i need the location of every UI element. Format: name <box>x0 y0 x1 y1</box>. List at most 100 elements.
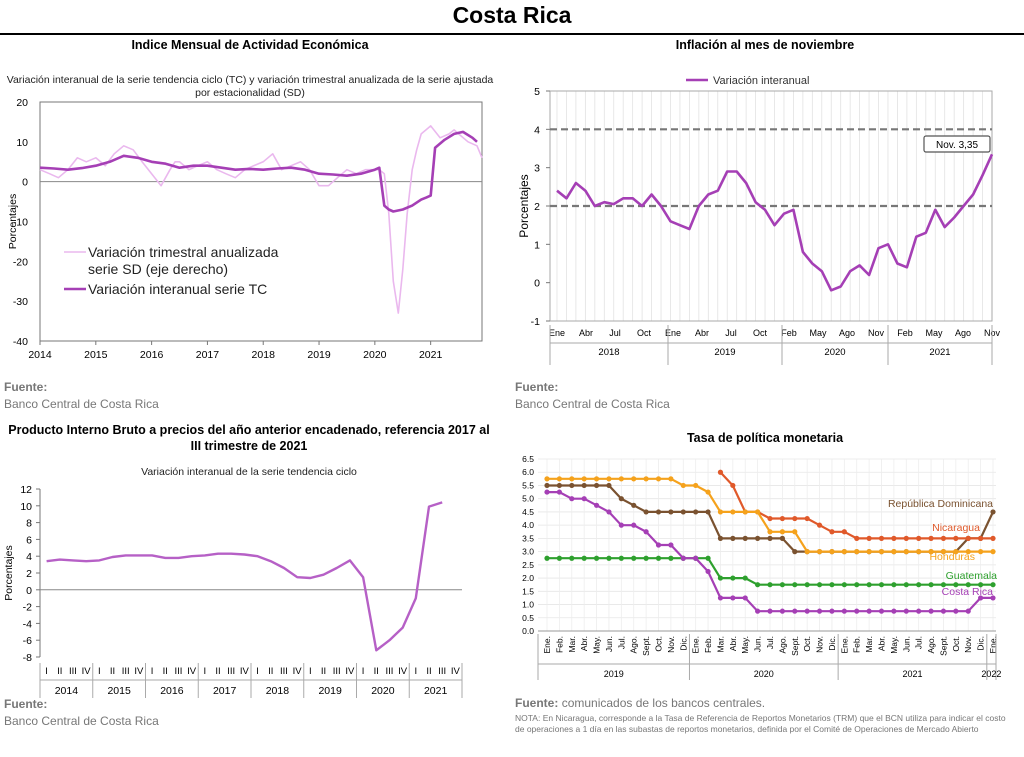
tpm-point-3 <box>606 555 612 561</box>
pib-quarter-label: IV <box>345 666 355 677</box>
infl-y-tick-label: 0 <box>534 278 540 290</box>
pib-year-label: 2015 <box>107 685 131 697</box>
pib-series-line <box>46 501 443 652</box>
tpm-series-label-3: Guatemala <box>946 570 998 582</box>
tpm-point-2 <box>878 549 885 555</box>
tpm-point-2 <box>742 509 748 515</box>
tpm-month-label: Oct. <box>951 636 961 652</box>
infl-month-label: Ene <box>549 328 565 338</box>
tpm-point-0 <box>693 509 699 515</box>
tpm-point-0 <box>556 482 562 489</box>
pib-quarter-label: I <box>415 666 418 677</box>
tpm-point-0 <box>990 509 996 515</box>
imae-legend-label-1: Variación interanual serie TC <box>88 281 267 297</box>
tpm-point-4 <box>767 608 773 614</box>
pib-quarter-label: III <box>280 666 288 677</box>
tpm-point-4 <box>742 595 748 601</box>
tpm-point-3 <box>655 555 662 561</box>
infl-month-label: Feb <box>781 328 797 338</box>
pib-quarter-label: II <box>215 666 220 677</box>
tpm-point-1 <box>804 515 810 522</box>
tpm-point-2 <box>829 549 835 555</box>
pib-y-tick-label: -8 <box>23 652 32 664</box>
tpm-point-2 <box>668 476 674 482</box>
imae-x-tick-label: 2015 <box>84 349 108 361</box>
imae-legend-label-0: Variación trimestral anualizada <box>88 244 279 260</box>
pib-quarter-label: I <box>151 666 154 677</box>
tpm-point-0 <box>755 535 761 541</box>
tpm-series-label-1: Nicaragua <box>932 522 980 534</box>
tpm-point-4 <box>544 489 550 495</box>
imae-source-label: Fuente: <box>4 380 48 394</box>
tpm-point-4 <box>705 568 711 575</box>
tpm-point-1 <box>829 529 835 535</box>
tpm-point-2 <box>903 549 909 555</box>
tpm-point-2 <box>916 549 922 555</box>
tpm-point-3 <box>903 582 909 588</box>
tpm-point-2 <box>978 549 984 555</box>
imae-x-tick-label: 2019 <box>307 349 331 361</box>
pib-quarter-label: I <box>362 666 365 677</box>
tpm-point-2 <box>717 509 724 515</box>
tpm-point-4 <box>779 608 785 614</box>
pib-y-tick-label: 12 <box>20 484 32 496</box>
tpm-point-1 <box>767 515 773 522</box>
tpm-month-label: Oct. <box>654 636 664 652</box>
tpm-point-1 <box>730 482 736 489</box>
pib-year-label: 2017 <box>213 685 237 697</box>
tpm-point-2 <box>606 476 612 482</box>
tpm-point-0 <box>606 482 612 489</box>
tpm-point-2 <box>618 476 624 482</box>
tpm-point-1 <box>928 535 934 541</box>
pib-y-tick-label: 0 <box>26 585 32 597</box>
pib-year-label: 2018 <box>266 685 290 697</box>
imae-plot-frame <box>39 101 483 342</box>
tpm-series-label-0: República Dominicana <box>888 498 993 510</box>
tpm-point-2 <box>816 549 823 555</box>
imae-x-tick-label: 2016 <box>140 349 164 361</box>
tpm-point-1 <box>854 535 860 541</box>
tpm-point-2 <box>990 549 996 555</box>
tpm-point-2 <box>804 549 810 555</box>
tpm-point-3 <box>990 582 996 588</box>
tpm-month-label: Oct. <box>802 636 812 652</box>
tpm-point-4 <box>953 608 959 614</box>
tpm-point-4 <box>569 496 575 502</box>
tpm-point-0 <box>705 509 711 515</box>
tpm-month-label: Ago. <box>926 636 936 654</box>
tpm-y-tick-label: 6.0 <box>522 467 534 477</box>
tpm-point-2 <box>767 529 773 535</box>
tpm-point-0 <box>618 496 624 502</box>
tpm-year-label: 2020 <box>754 669 774 679</box>
imae-y-tick-label: -10 <box>13 217 28 229</box>
tpm-point-3 <box>631 555 637 561</box>
tpm-title: Tasa de política monetaria <box>686 431 844 445</box>
tpm-point-4 <box>940 608 947 614</box>
infl-y-tick-label: -1 <box>531 316 540 328</box>
tpm-point-4 <box>978 595 984 601</box>
pib-quarter-label: II <box>110 666 115 677</box>
pib-y-tick-label: -4 <box>23 618 32 630</box>
infl-month-label: Ago <box>839 328 855 338</box>
imae-y-tick-label: 0 <box>22 177 28 189</box>
pib-quarter-label: III <box>122 666 130 677</box>
pib-quarter-label: I <box>309 666 312 677</box>
tpm-point-3 <box>940 582 947 588</box>
tpm-month-label: Jul. <box>616 636 626 649</box>
tpm-point-4 <box>693 555 699 561</box>
infl-y-tick-label: 4 <box>534 124 540 136</box>
tpm-point-4 <box>556 489 562 495</box>
pib-quarter-label: I <box>98 666 101 677</box>
pib-quarter-label: III <box>227 666 235 677</box>
pib-quarter-label: IV <box>82 666 92 677</box>
tpm-point-0 <box>779 535 785 541</box>
pib-title: Producto Interno Bruto a precios del año… <box>8 423 490 453</box>
tpm-point-3 <box>779 582 785 588</box>
pib-source-text: Banco Central de Costa Rica <box>4 714 159 728</box>
tpm-point-3 <box>928 582 934 588</box>
infl-month-label: May <box>925 328 943 338</box>
infl-month-label: Jul <box>725 328 737 338</box>
imae-y-tick-label: -30 <box>13 296 28 308</box>
tpm-month-label: Mar. <box>864 636 874 653</box>
